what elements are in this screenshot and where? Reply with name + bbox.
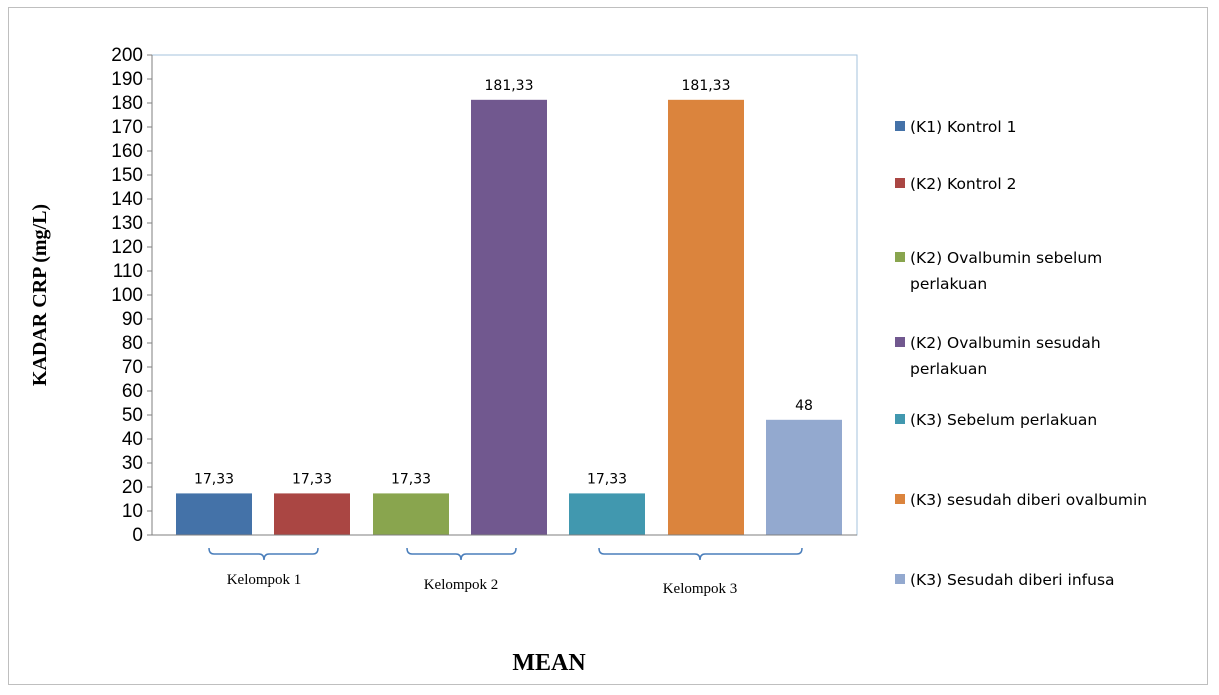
legend-swatch [895, 574, 905, 584]
legend: (K1) Kontrol 1 (K2) Kontrol 2 (K2) Ovalbum… [895, 118, 1147, 589]
y-axis-title: KADAR CRP (mg/L) [29, 204, 51, 386]
y-tick-label: 30 [122, 453, 143, 474]
data-label: 181,33 [682, 78, 731, 94]
legend-swatch [895, 337, 905, 347]
bar [668, 99, 744, 536]
data-label: 17,33 [587, 471, 627, 487]
y-tick-label: 190 [111, 69, 143, 90]
legend-label: (K2) Kontrol 2 [910, 175, 1016, 193]
y-tick-label: 50 [122, 405, 143, 426]
bar [569, 493, 645, 535]
y-tick-label: 60 [122, 381, 143, 402]
legend-label: (K3) Sesudah diberi infusa [910, 571, 1115, 589]
group-brace [406, 547, 517, 561]
y-tick-label: 200 [111, 45, 143, 66]
chart-frame [8, 7, 1208, 685]
group-label: Kelompok 2 [424, 577, 499, 593]
y-tick-label: 90 [122, 309, 143, 330]
legend-label: (K2) Ovalbumin sesudah perlakuan [910, 334, 1101, 378]
y-tick-label: 110 [113, 261, 143, 282]
legend-swatch [895, 121, 905, 131]
y-tick-label: 80 [122, 333, 143, 354]
legend-swatch [895, 178, 905, 188]
bar [176, 493, 252, 535]
legend-swatch [895, 414, 905, 424]
bar [471, 99, 547, 536]
legend-label: (K1) Kontrol 1 [910, 118, 1016, 136]
y-tick-label: 130 [111, 213, 143, 234]
x-axis-title: MEAN [512, 650, 586, 676]
y-tick-label: 100 [111, 285, 143, 306]
data-label: 17,33 [292, 471, 332, 487]
legend-label: (K2) Ovalbumin sebelum perlakuan [910, 249, 1102, 293]
y-tick-label: 150 [111, 165, 143, 186]
y-tick-label: 140 [111, 189, 143, 210]
legend-label: (K3) Sebelum perlakuan [910, 411, 1097, 429]
bar [274, 493, 350, 535]
legend-swatch [895, 494, 905, 504]
data-label: 181,33 [485, 78, 534, 94]
bar [373, 493, 449, 535]
group-brace [208, 547, 319, 561]
legend-swatch [895, 252, 905, 262]
y-tick-label: 0 [132, 525, 143, 546]
y-tick-label: 20 [122, 477, 143, 498]
y-tick-label: 70 [122, 357, 143, 378]
y-tick-label: 10 [122, 501, 143, 522]
group-brace [598, 547, 803, 561]
data-label: 48 [795, 398, 813, 414]
legend-label: (K3) sesudah diberi ovalbumin [910, 491, 1147, 509]
data-label: 17,33 [194, 471, 234, 487]
group-label: Kelompok 1 [227, 572, 302, 588]
data-label: 17,33 [391, 471, 431, 487]
y-tick-label: 180 [111, 93, 143, 114]
y-tick-label: 170 [111, 117, 143, 138]
y-tick-label: 120 [111, 237, 143, 258]
y-tick-label: 40 [122, 429, 143, 450]
group-label: Kelompok 3 [663, 581, 738, 597]
bar [766, 419, 842, 535]
y-tick-label: 160 [111, 141, 143, 162]
